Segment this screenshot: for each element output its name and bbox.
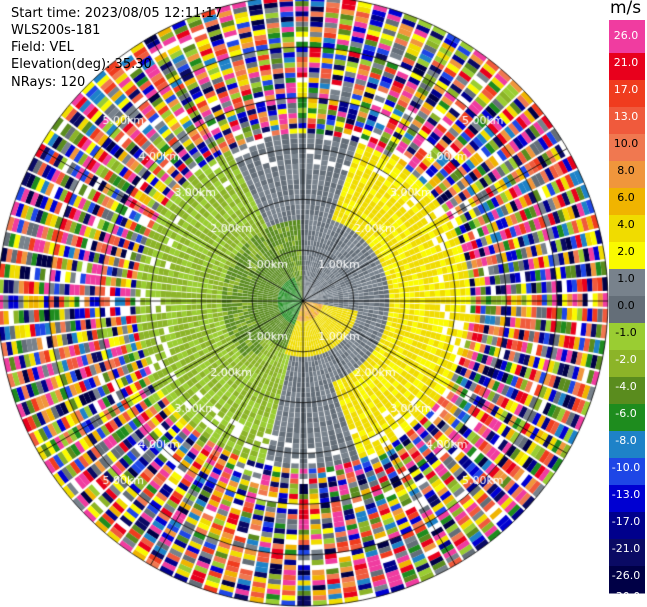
colorbar-bin	[609, 512, 645, 540]
colorbar-tick-label: -21.0	[612, 542, 640, 555]
colorbar-bin	[609, 80, 645, 108]
colorbar-bin	[609, 242, 645, 270]
scan-info: Start time: 2023/08/05 12:11:17 WLS200s-…	[11, 5, 222, 91]
colorbar-tick-label: 2.0	[617, 245, 635, 258]
colorbar-bin	[609, 431, 645, 459]
colorbar-tick-label: 4.0	[617, 218, 635, 231]
colorbar-bin	[609, 269, 645, 297]
colorbar-tick-label: 10.0	[614, 137, 639, 150]
colorbar-tick-label: -8.0	[615, 434, 636, 447]
colorbar-tick-label: 26.0	[614, 29, 639, 42]
colorbar-tick-label: 13.0	[614, 110, 639, 123]
colorbar-tick-label: -26.0	[612, 569, 640, 582]
colorbar-bin	[609, 377, 645, 405]
colorbar-bin	[609, 215, 645, 243]
colorbar-bin	[609, 161, 645, 189]
colorbar-tick-label: -10.0	[612, 461, 640, 474]
start-time-label: Start time: 2023/08/05 12:11:17	[11, 6, 223, 21]
colorbar-bin	[609, 485, 645, 513]
colorbar-bin	[609, 296, 645, 324]
colorbar-tick-label: 0.0	[617, 299, 635, 312]
colorbar-unit-label: m/s	[610, 0, 642, 18]
colorbar-bin	[609, 20, 645, 26]
colorbar-tick-label: 6.0	[617, 191, 635, 204]
colorbar-bin	[609, 404, 645, 432]
colorbar-bin	[609, 566, 645, 594]
colorbar-tick-label: -30.0	[612, 590, 640, 603]
colorbar-bin	[609, 188, 645, 216]
colorbar-bin	[609, 53, 645, 81]
nrays-label: NRays: 120	[11, 75, 86, 90]
colorbar-bin	[609, 134, 645, 162]
colorbar-bin	[609, 26, 645, 54]
colorbar-bin	[609, 323, 645, 351]
colorbar-tick-label: -6.0	[615, 407, 636, 420]
colorbar-tick-label: -13.0	[612, 488, 640, 501]
colorbar-tick-label: -17.0	[612, 515, 640, 528]
colorbar-tick-label: -1.0	[615, 326, 636, 339]
colorbar-bin	[609, 350, 645, 378]
colorbar-tick-label: -2.0	[615, 353, 636, 366]
colorbar-tick-label: 17.0	[614, 83, 639, 96]
colorbar-bin	[609, 539, 645, 567]
colorbar-tick-label: -4.0	[615, 380, 636, 393]
instrument-label: WLS200s-181	[11, 23, 101, 38]
colorbar-tick-label: 1.0	[617, 272, 635, 285]
colorbar-bin	[609, 107, 645, 135]
elevation-label: Elevation(deg): 35.30	[11, 57, 152, 72]
field-label: Field: VEL	[11, 40, 74, 55]
colorbar-tick-label: 21.0	[614, 56, 639, 69]
colorbar-bin	[609, 458, 645, 486]
colorbar-tick-label: 8.0	[617, 164, 635, 177]
